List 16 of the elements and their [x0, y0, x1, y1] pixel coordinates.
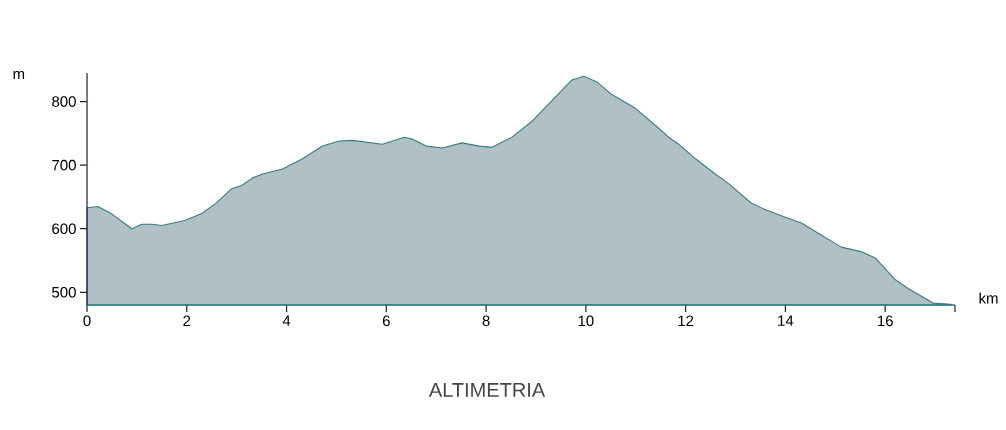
x-tick-label: 10	[578, 315, 594, 327]
x-tick-label: 16	[877, 315, 893, 327]
x-tick-label: 8	[482, 315, 490, 327]
text: ALTIMETRIA	[428, 383, 546, 397]
x-tick-label: 2	[183, 315, 191, 326]
x-tick-label: 4	[282, 315, 291, 326]
y-tick-label: 800	[52, 96, 76, 107]
x-tick-label: 0	[83, 315, 91, 327]
x-tick-label: 6	[382, 315, 390, 327]
x-tick-label: 14	[778, 315, 794, 326]
y-tick-label: 700	[52, 159, 76, 171]
x-tick-label: 12	[678, 315, 694, 326]
y-tick-label: 500	[52, 286, 76, 298]
x-axis-title: km	[979, 292, 998, 304]
y-tick-label: 600	[52, 223, 76, 235]
y-axis-title: m	[13, 70, 25, 80]
